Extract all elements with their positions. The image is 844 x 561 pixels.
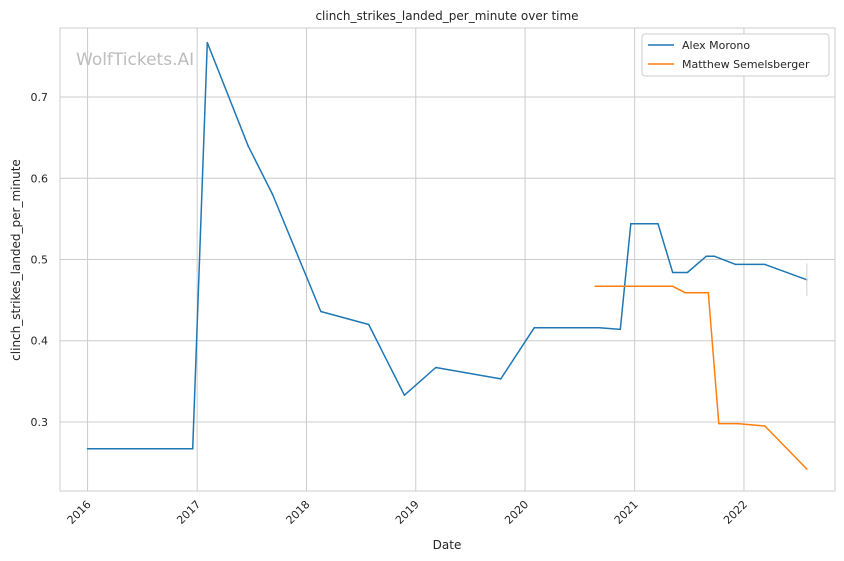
data-point [206, 41, 209, 44]
data-point [435, 366, 437, 369]
data-point [598, 326, 601, 329]
y-tick-label: 0.5 [31, 254, 49, 267]
data-point [367, 323, 370, 326]
data-point [629, 222, 632, 225]
data-point [707, 292, 710, 294]
data-point [320, 310, 322, 313]
watermark: WolfTickets.AI [76, 50, 194, 70]
y-tick-label: 0.6 [31, 172, 49, 185]
data-point [657, 222, 659, 225]
data-point [191, 447, 194, 450]
data-point [403, 394, 406, 396]
data-point [764, 263, 766, 266]
data-point [671, 285, 674, 288]
data-point [684, 292, 687, 294]
series-lines [86, 41, 808, 470]
data-point [806, 468, 808, 470]
data-point [736, 422, 739, 425]
data-point [671, 271, 674, 274]
data-point [705, 255, 708, 258]
data-point [686, 271, 689, 274]
data-point [500, 378, 502, 380]
y-tick-label: 0.4 [31, 335, 49, 348]
legend-box [641, 33, 830, 77]
data-point [718, 422, 720, 425]
y-tick-label: 0.3 [31, 416, 49, 429]
data-point [533, 326, 536, 329]
data-point [86, 447, 89, 450]
legend: Alex Morono Matthew Semelsberger [641, 33, 830, 77]
data-point [713, 255, 716, 258]
series-line-1 [87, 41, 808, 450]
data-point [594, 285, 596, 288]
y-tick-label: 0.7 [31, 91, 49, 104]
legend-label: Alex Morono [682, 39, 750, 52]
legend-label: Matthew Semelsberger [682, 58, 810, 71]
data-point [764, 425, 766, 427]
data-point [619, 328, 622, 331]
data-point [247, 144, 249, 147]
plot-frame [59, 27, 836, 492]
x-axis-title: Date [433, 538, 462, 552]
gridlines [60, 28, 835, 491]
data-point [734, 263, 737, 266]
chart-title: clinch_strikes_landed_per_minute over ti… [315, 9, 578, 23]
series-line-2 [595, 285, 808, 470]
y-axis-title: clinch_strikes_landed_per_minute [9, 159, 23, 361]
data-point [271, 193, 274, 196]
